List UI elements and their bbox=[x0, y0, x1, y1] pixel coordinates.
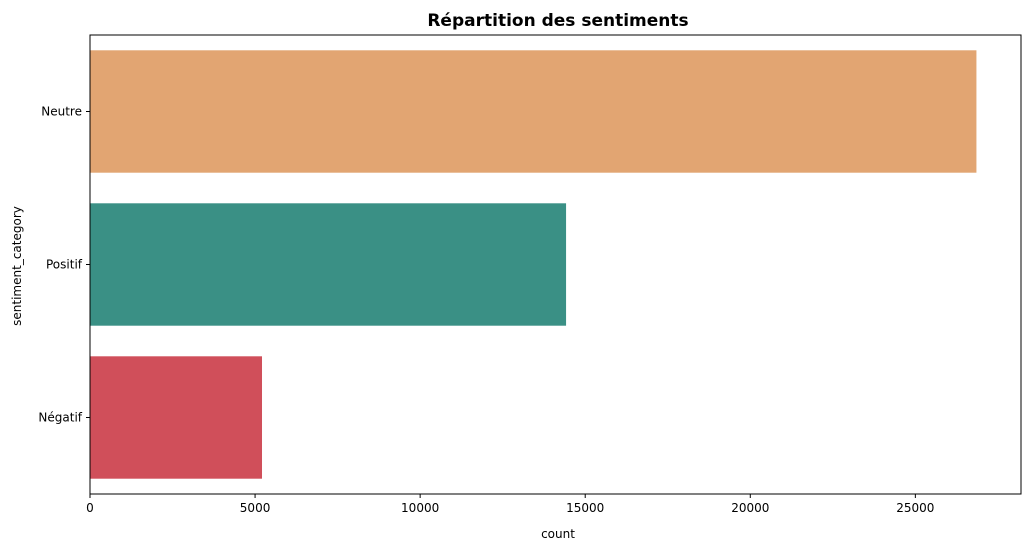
x-tick-label: 0 bbox=[86, 501, 94, 515]
bars-layer bbox=[90, 50, 977, 479]
x-tick-label: 15000 bbox=[566, 501, 604, 515]
bar-positif bbox=[90, 203, 567, 326]
y-tick-label-positif: Positif bbox=[46, 258, 83, 272]
plot-frame bbox=[89, 34, 1022, 495]
x-tick-label: 5000 bbox=[240, 501, 271, 515]
y-tick-label-negatif: Négatif bbox=[38, 411, 82, 425]
y-axis-label: sentiment_category bbox=[10, 206, 24, 326]
y-tick-label-neutre: Neutre bbox=[41, 105, 82, 119]
axes-layer: Neutre Positif Négatif 0 5000 10000 15000 20000… bbox=[38, 34, 1022, 515]
x-axis-label: count bbox=[541, 527, 575, 541]
bar-neutre bbox=[90, 50, 977, 173]
x-tick-label: 20000 bbox=[731, 501, 769, 515]
x-tick-label: 25000 bbox=[896, 501, 934, 515]
bar-negatif bbox=[90, 356, 263, 479]
chart-title: Répartition des sentiments bbox=[427, 11, 688, 31]
x-tick-label: 10000 bbox=[401, 501, 439, 515]
